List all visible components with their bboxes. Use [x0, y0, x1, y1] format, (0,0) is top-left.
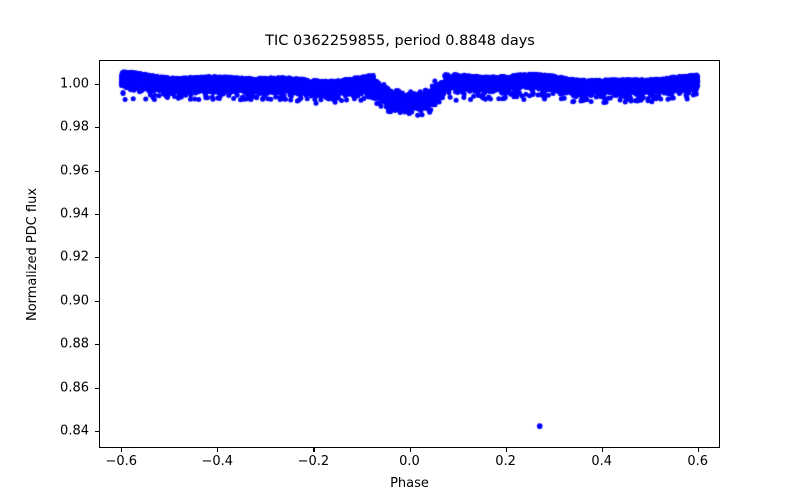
plot-area — [99, 60, 720, 448]
y-tick-mark — [94, 83, 99, 85]
x-tick-mark — [409, 447, 411, 452]
y-tick-label: 0.90 — [60, 293, 89, 309]
y-tick-label: 0.86 — [60, 380, 89, 396]
x-tick-mark — [601, 447, 603, 452]
x-tick-label: 0.2 — [495, 454, 516, 469]
scatter-series — [100, 61, 719, 447]
y-tick-mark — [94, 430, 99, 433]
x-tick-label: 0.4 — [591, 454, 613, 469]
x-tick-mark — [697, 447, 699, 452]
chart-title: TIC 0362259855, period 0.8848 days — [265, 33, 535, 49]
x-tick-mark — [505, 447, 507, 452]
y-tick-label: 0.84 — [60, 423, 89, 439]
y-tick-mark — [94, 387, 99, 389]
x-axis-label: Phase — [390, 476, 429, 491]
y-tick-mark — [94, 213, 99, 216]
x-tick-label: −0.4 — [201, 454, 234, 469]
y-tick-mark — [94, 170, 99, 172]
x-tick-mark — [313, 447, 315, 452]
x-tick-label: −0.6 — [105, 454, 138, 469]
y-tick-mark — [94, 257, 99, 259]
y-tick-label: 1.00 — [60, 76, 89, 92]
x-tick-label: 0.6 — [687, 454, 709, 469]
y-tick-mark — [94, 127, 99, 129]
x-tick-mark — [121, 447, 123, 452]
y-tick-mark — [94, 300, 99, 302]
x-tick-label: −0.2 — [297, 454, 330, 469]
x-tick-label: 0.0 — [399, 454, 420, 469]
y-tick-label: 0.92 — [60, 249, 89, 265]
y-tick-label: 0.94 — [60, 206, 89, 222]
y-tick-label: 0.88 — [60, 336, 89, 352]
y-tick-label: 0.98 — [60, 119, 89, 135]
x-tick-mark — [217, 447, 219, 452]
y-tick-label: 0.96 — [60, 163, 89, 179]
y-tick-mark — [94, 344, 99, 346]
